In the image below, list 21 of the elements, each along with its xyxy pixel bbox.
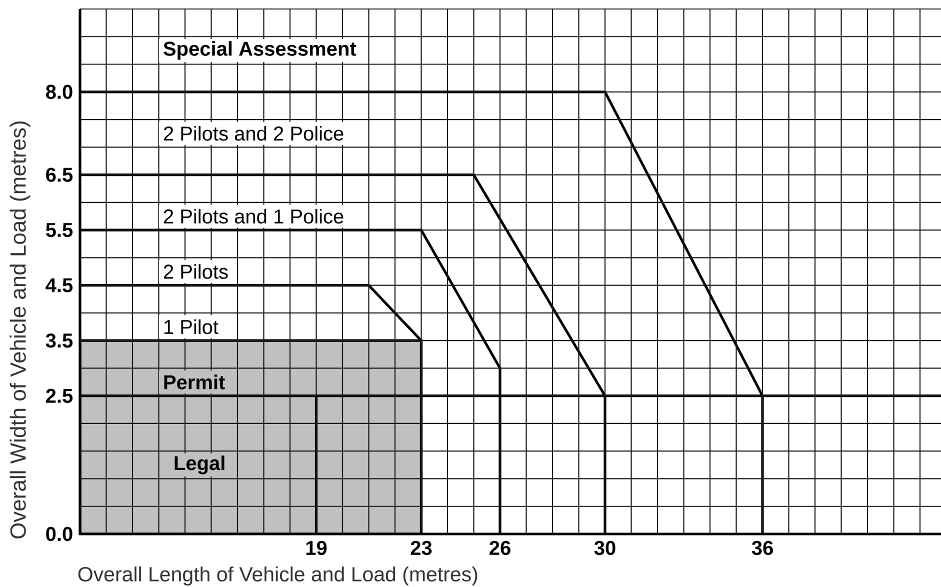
x-tick-label: 36	[752, 540, 773, 556]
annotation: Special Assessment	[164, 41, 356, 60]
y-tick-label: 6.5	[46, 168, 73, 182]
y-tick-label: 3.5	[46, 333, 73, 348]
x-tick-label: 19	[306, 540, 327, 556]
y-tick-label: 8.0	[46, 84, 72, 99]
annotation: Permit	[164, 374, 225, 390]
y-tick-label: 4.5	[46, 278, 73, 292]
x-axis-title: Overall Length of Vehicle and Load (metres)	[78, 566, 478, 586]
annotation: 1 Pilot	[164, 319, 218, 334]
annotation: 2 Pilots	[164, 264, 228, 279]
y-tick-label: 0.0	[46, 526, 72, 542]
x-tick-label: 30	[594, 540, 616, 556]
y-tick-label: 5.5	[46, 223, 73, 238]
annotation: Legal	[174, 456, 224, 474]
y-axis-title: Overall Width of Vehicle and Load (metres)	[10, 121, 30, 538]
y-tick-label: 2.5	[46, 388, 73, 403]
annotation: 2 Pilots and 1 Police	[164, 208, 344, 224]
annotation: 2 Pilots and 2 Police	[164, 126, 344, 141]
x-tick-label: 23	[410, 540, 432, 556]
x-tick-label: 26	[490, 540, 510, 556]
